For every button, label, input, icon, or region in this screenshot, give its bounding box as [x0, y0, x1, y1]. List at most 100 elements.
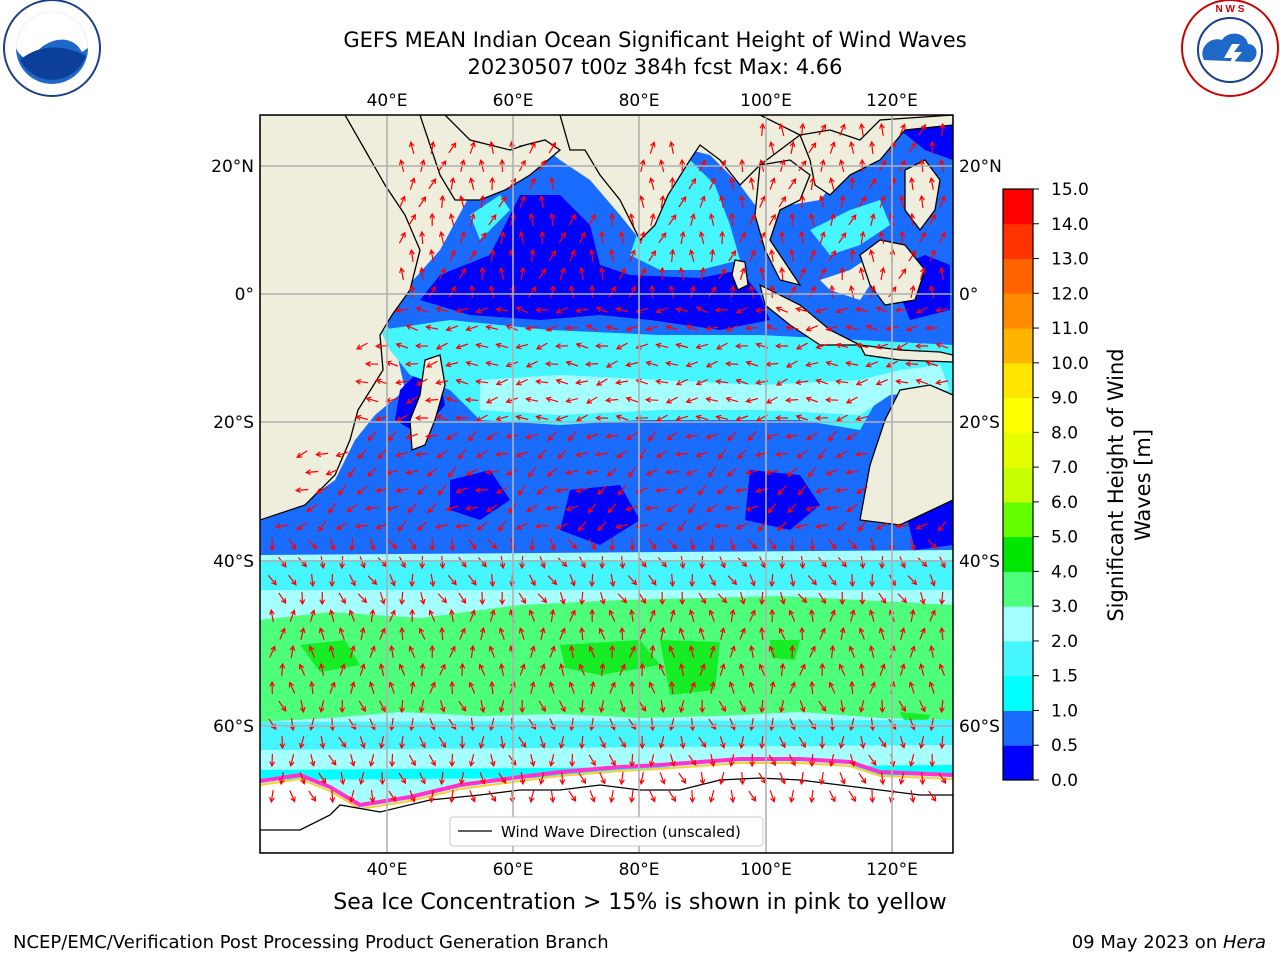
wind-arrow [645, 325, 659, 332]
wind-arrow [718, 268, 727, 280]
wind-arrow [939, 556, 946, 569]
wind-arrow [585, 469, 599, 476]
wind-arrow [588, 538, 596, 551]
wind-arrow [878, 592, 887, 605]
wind-arrow [425, 433, 439, 440]
wind-arrow [779, 592, 786, 606]
wind-arrow [349, 681, 356, 694]
wind-arrow [589, 790, 596, 803]
wind-arrow [709, 248, 716, 263]
wind-arrow [319, 591, 326, 606]
wind-arrow [935, 307, 949, 314]
wind-arrow [777, 521, 787, 532]
wind-arrow [529, 754, 536, 768]
wind-arrow [759, 122, 766, 137]
wind-arrow [788, 754, 796, 767]
wind-arrow [535, 414, 549, 421]
wind-arrow [584, 361, 599, 368]
colorbar-tick-label: 14.0 [1051, 215, 1089, 235]
wind-arrow [608, 285, 616, 298]
wind-arrow [449, 753, 456, 768]
wind-arrow [749, 249, 756, 262]
wind-arrow [517, 484, 527, 496]
wind-arrow [447, 466, 457, 478]
wind-arrow [528, 574, 536, 587]
wind-arrow [429, 212, 436, 226]
wind-arrow [528, 286, 537, 298]
wind-arrow [335, 451, 349, 458]
wind-arrow [449, 680, 456, 695]
wind-arrow [819, 662, 826, 677]
wind-arrow [869, 213, 876, 226]
wind-arrow [548, 249, 557, 262]
wind-arrow [558, 700, 566, 713]
wind-arrow [899, 230, 906, 245]
colorbar-tick-label: 11.0 [1051, 319, 1089, 339]
wind-arrow [675, 451, 689, 458]
wind-arrow [819, 627, 826, 640]
wind-arrow [679, 230, 686, 245]
wind-arrow [659, 772, 666, 785]
wind-arrow [469, 609, 476, 622]
wind-arrow [929, 176, 935, 191]
colorbar-swatch [1003, 640, 1033, 677]
wind-arrow [658, 232, 667, 244]
colorbar-swatch [1003, 258, 1033, 294]
wind-arrow [688, 502, 697, 514]
wind-arrow [705, 396, 719, 403]
wind-arrow [485, 324, 499, 331]
wind-arrow [666, 431, 678, 441]
wind-arrow [845, 324, 859, 331]
wind-arrow [308, 645, 315, 658]
wind-arrow [899, 626, 906, 640]
wind-arrow [475, 342, 489, 349]
wind-arrow [838, 663, 846, 676]
colorbar-title-line1: Significant Height of Wind [1104, 348, 1128, 622]
wind-arrow [747, 539, 758, 550]
wind-arrow [714, 307, 729, 314]
wind-arrow [354, 523, 369, 530]
wind-arrow [675, 378, 688, 386]
wind-arrow [678, 772, 687, 785]
wind-arrow [818, 194, 825, 208]
wind-arrow [388, 681, 395, 694]
wind-arrow [719, 556, 726, 569]
wind-arrow [565, 469, 579, 476]
wind-arrow [658, 663, 666, 676]
wind-arrow [649, 141, 656, 154]
wind-arrow [875, 343, 889, 350]
wind-arrow [428, 178, 437, 190]
wind-arrow [588, 645, 596, 658]
wind-arrow [708, 609, 715, 622]
wind-arrow [568, 284, 575, 298]
wind-arrow [749, 176, 755, 191]
wind-arrow [387, 430, 397, 442]
wind-arrow [749, 609, 756, 622]
wind-arrow [609, 789, 615, 804]
wind-arrow [648, 681, 656, 694]
wind-arrow [789, 573, 796, 588]
wind-arrow [729, 645, 736, 658]
wind-arrow [798, 736, 806, 749]
wind-arrow [557, 557, 568, 568]
wind-arrow [398, 772, 407, 785]
wind-arrow [768, 754, 776, 767]
wind-arrow [519, 266, 526, 281]
wind-arrow [534, 307, 549, 313]
wind-arrow [346, 504, 358, 513]
wind-arrow [484, 469, 499, 476]
wind-arrow [399, 735, 405, 750]
wind-arrow [565, 505, 579, 512]
wind-arrow [329, 538, 336, 551]
wind-arrow [815, 378, 829, 385]
wind-arrow [869, 573, 876, 588]
wind-arrow [705, 433, 719, 440]
wind-arrow [495, 342, 509, 349]
colorbar-swatch [1003, 467, 1033, 503]
wind-arrow [729, 608, 736, 622]
wind-arrow [727, 431, 737, 442]
wind-arrow [425, 324, 439, 331]
wind-arrow [727, 575, 738, 586]
wind-arrow [786, 467, 798, 477]
wind-arrow [899, 123, 906, 136]
